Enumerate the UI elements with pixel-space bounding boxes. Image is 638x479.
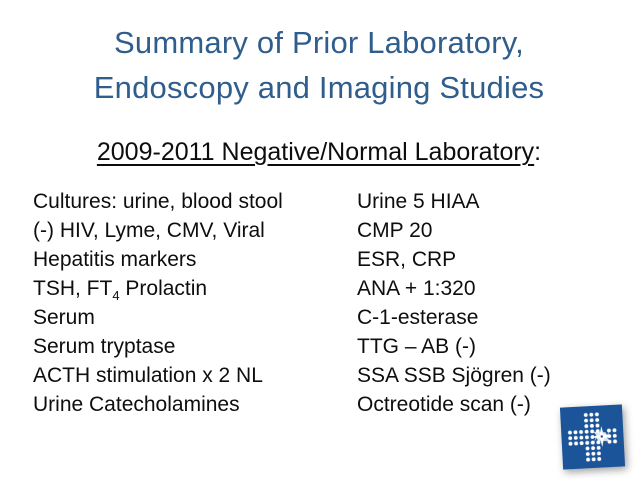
- lab-item: ACTH stimulation x 2 NL: [33, 364, 263, 387]
- subtitle-colon: :: [534, 138, 542, 166]
- slide-title: Summary of Prior Laboratory, Endoscopy a…: [0, 20, 638, 110]
- right-column: Urine 5 HIAA CMP 20 ESR, CRP ANA + 1:320…: [357, 187, 551, 419]
- lab-item: Hepatitis markers: [33, 248, 197, 271]
- title-line-1: Summary of Prior Laboratory,: [114, 25, 524, 60]
- lab-item: Serum tryptase: [33, 335, 176, 358]
- dot-cross-logo-svg: [559, 404, 626, 470]
- dot-cross-logo-icon: [557, 404, 627, 470]
- lab-item: SSA SSB Sjögren (-): [357, 364, 551, 387]
- lab-item: C-1-esterase: [357, 306, 479, 329]
- lab-item: Urine Catecholamines: [33, 393, 240, 416]
- lab-item: (-) HIV, Lyme, CMV, Viral: [33, 219, 265, 242]
- lab-item: Octreotide scan (-): [357, 393, 531, 416]
- left-column: Cultures: urine, blood stool (-) HIV, Ly…: [33, 187, 283, 419]
- lab-item: Serum: [33, 306, 95, 329]
- lab-item: Cultures: urine, blood stool: [33, 190, 283, 213]
- subtitle: 2009-2011 Negative/Normal Laboratory:: [0, 136, 638, 168]
- lab-item: Urine 5 HIAA: [357, 190, 480, 213]
- subtitle-text: 2009-2011 Negative/Normal Laboratory: [96, 138, 535, 166]
- lab-item-text: Prolactin: [119, 277, 208, 300]
- title-line-2: Endoscopy and Imaging Studies: [93, 70, 545, 105]
- lab-item: CMP 20: [357, 219, 433, 242]
- lab-item: TSH, FT4 Prolactin: [33, 274, 283, 303]
- lab-item: TTG – AB (-): [357, 335, 477, 358]
- lab-item: ESR, CRP: [357, 248, 457, 271]
- compass-star-icon: [591, 425, 612, 448]
- lab-item-subscript: 4: [112, 288, 120, 304]
- lab-item-text: TSH, FT: [33, 277, 113, 300]
- lab-item: ANA + 1:320: [357, 277, 476, 300]
